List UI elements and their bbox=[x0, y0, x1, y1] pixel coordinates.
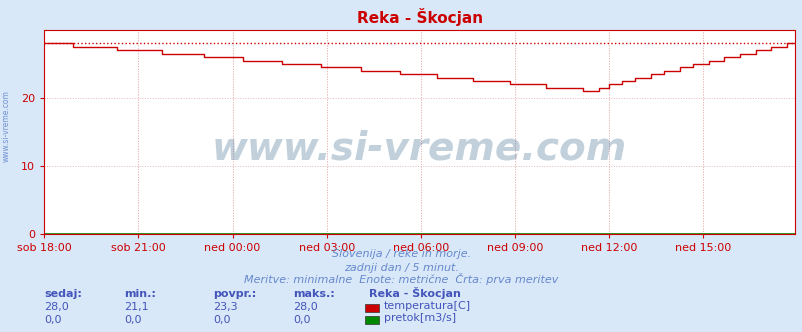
Text: 0,0: 0,0 bbox=[44, 315, 62, 325]
Text: 0,0: 0,0 bbox=[293, 315, 310, 325]
Text: sedaj:: sedaj: bbox=[44, 289, 82, 299]
Text: povpr.:: povpr.: bbox=[213, 289, 256, 299]
Text: 21,1: 21,1 bbox=[124, 302, 149, 312]
Text: temperatura[C]: temperatura[C] bbox=[383, 301, 470, 311]
Text: Reka - Škocjan: Reka - Škocjan bbox=[369, 287, 460, 299]
Text: www.si-vreme.com: www.si-vreme.com bbox=[2, 90, 11, 162]
Text: zadnji dan / 5 minut.: zadnji dan / 5 minut. bbox=[343, 263, 459, 273]
Text: Meritve: minimalne  Enote: metrične  Črta: prva meritev: Meritve: minimalne Enote: metrične Črta:… bbox=[244, 273, 558, 285]
Text: www.si-vreme.com: www.si-vreme.com bbox=[212, 129, 626, 167]
Text: maks.:: maks.: bbox=[293, 289, 334, 299]
Text: 0,0: 0,0 bbox=[213, 315, 230, 325]
Title: Reka - Škocjan: Reka - Škocjan bbox=[356, 8, 482, 26]
Text: Slovenija / reke in morje.: Slovenija / reke in morje. bbox=[331, 249, 471, 259]
Text: 28,0: 28,0 bbox=[293, 302, 318, 312]
Text: pretok[m3/s]: pretok[m3/s] bbox=[383, 313, 456, 323]
Text: 23,3: 23,3 bbox=[213, 302, 237, 312]
Text: min.:: min.: bbox=[124, 289, 156, 299]
Text: 0,0: 0,0 bbox=[124, 315, 142, 325]
Text: 28,0: 28,0 bbox=[44, 302, 69, 312]
